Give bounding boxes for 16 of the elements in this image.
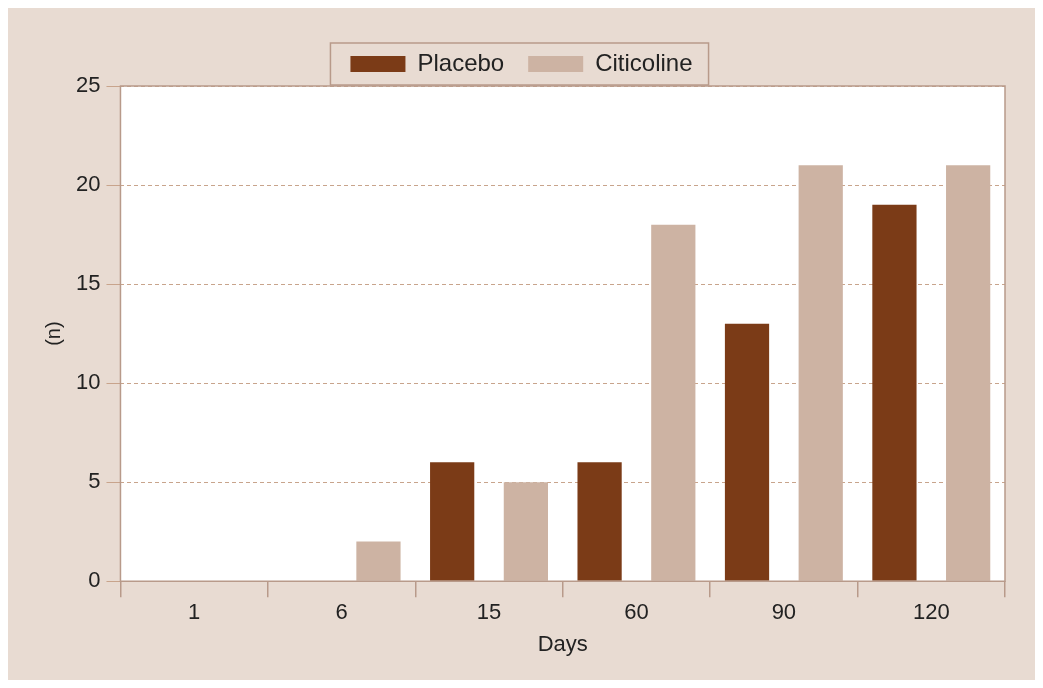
legend-label: Citicoline <box>595 48 693 76</box>
y-axis-title: (n) <box>41 321 64 346</box>
x-axis-title: Days <box>537 630 588 656</box>
x-tick-label: 15 <box>476 599 502 625</box>
x-tick-label: 1 <box>188 599 201 625</box>
y-tick-label: 10 <box>75 369 101 395</box>
y-tick-label: 20 <box>75 171 101 197</box>
x-tick-label: 90 <box>771 599 797 625</box>
x-tick-label: 6 <box>335 599 348 625</box>
x-tick-label: 60 <box>624 599 649 625</box>
y-tick-label: 15 <box>75 270 101 296</box>
y-tick-label: 5 <box>88 468 101 494</box>
y-tick-label: 0 <box>88 567 101 593</box>
x-tick-label: 120 <box>912 599 950 625</box>
y-tick-label: 25 <box>75 72 101 98</box>
legend-label: Placebo <box>417 48 505 76</box>
